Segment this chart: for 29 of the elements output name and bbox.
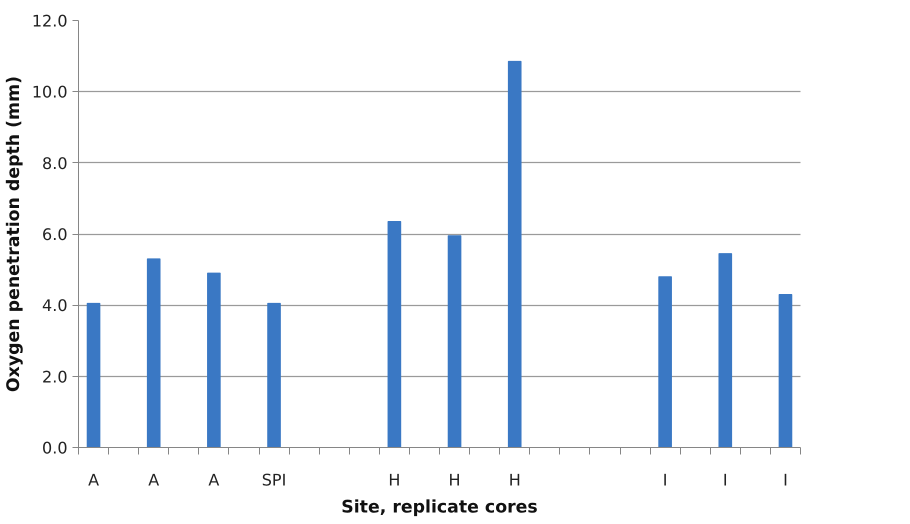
bar	[658, 276, 672, 448]
y-tick-label: 6.0	[42, 225, 68, 244]
x-tick-label: SPI	[262, 470, 286, 490]
x-tick-label: I	[722, 470, 728, 490]
bar	[508, 60, 522, 448]
x-tick-label: H	[508, 470, 521, 490]
x-tick-label: H	[388, 470, 400, 490]
y-tick-label: 10.0	[32, 82, 68, 102]
y-tick-label: 8.0	[42, 154, 68, 173]
x-axis-title: Site, replicate cores	[341, 498, 538, 518]
bar	[267, 302, 281, 448]
x-tick-label: H	[448, 470, 461, 490]
bar	[207, 272, 221, 448]
x-tick-label: A	[148, 470, 160, 490]
bar	[718, 253, 732, 448]
bar	[448, 235, 462, 448]
y-tick-label: 2.0	[42, 367, 68, 386]
bar	[778, 294, 792, 448]
y-tick-label: 12.0	[32, 12, 68, 30]
bar	[146, 258, 161, 448]
bar	[388, 221, 402, 448]
x-tick-label: A	[208, 470, 220, 490]
y-axis-title: Oxygen penetration depth (mm)	[4, 76, 24, 392]
x-tick-label: I	[783, 470, 788, 490]
y-tick-label: 0.0	[42, 438, 68, 458]
y-tick-label: 4.0	[42, 296, 68, 316]
bar	[86, 302, 100, 448]
x-tick-label: A	[88, 470, 100, 490]
x-tick-label: I	[662, 470, 668, 490]
